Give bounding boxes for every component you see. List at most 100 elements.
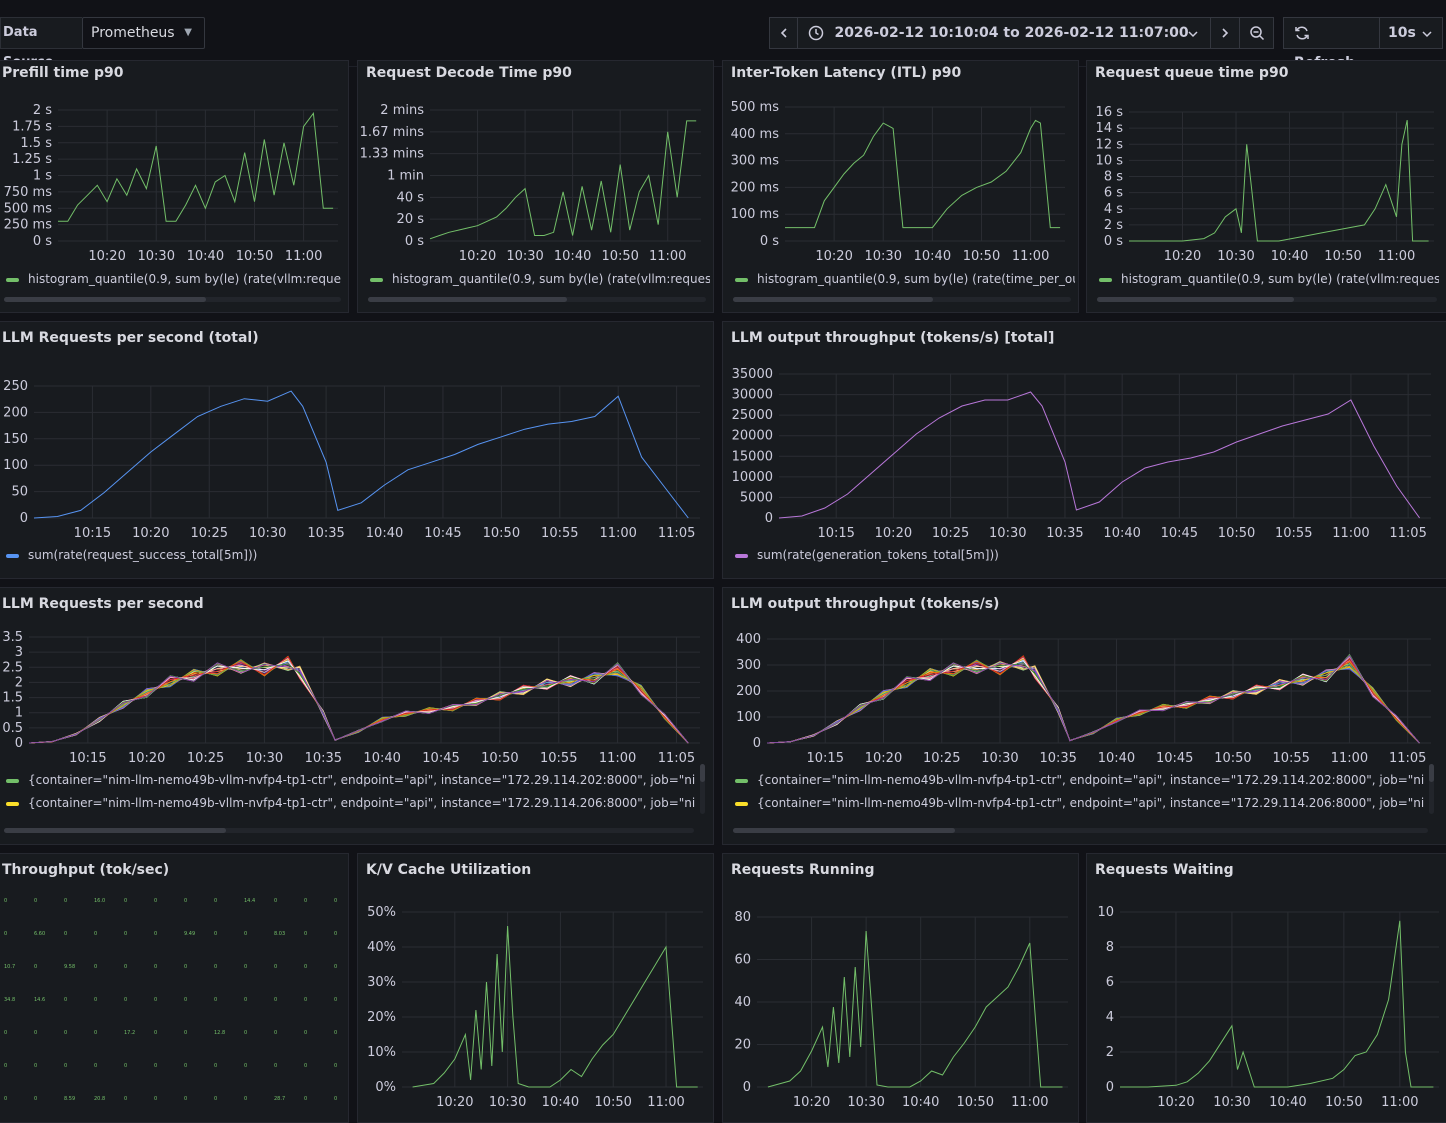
throughput-cell: 0 [334, 1030, 337, 1036]
throughput-cell: 0 [124, 931, 127, 937]
series-line [766, 655, 1420, 744]
throughput-cell: 0 [244, 931, 247, 937]
series-line [766, 655, 1420, 744]
x-tick-label: 10:35 [1039, 751, 1076, 766]
zoom-out-button[interactable] [1239, 17, 1274, 49]
legend-item[interactable]: {container="nim-llm-nemo49b-vllm-nvfp4-t… [6, 796, 696, 810]
throughput-cell: 0 [184, 1063, 187, 1069]
throughput-cell: 0 [94, 1030, 97, 1036]
x-tick-label: 10:20 [1157, 1095, 1194, 1110]
x-tick-label: 10:55 [1275, 526, 1312, 541]
legend-scrollbar[interactable] [733, 828, 955, 833]
series-line [766, 654, 1420, 744]
running-chart: 0 20 40 60 80 10:20 10:30 10:40 10:50 11:00 [734, 910, 1068, 1110]
panel-request-decode-time: Request Decode Time p90 0 s 20 s 40 s 1 min… [357, 60, 714, 313]
y-tick-label: 400 ms [731, 127, 780, 142]
x-tick-label: 10:50 [594, 1095, 631, 1110]
throughput-cell: 0 [304, 1096, 307, 1102]
throughput-cell: 0 [274, 1063, 277, 1069]
time-shift-forward-button[interactable] [1210, 17, 1240, 49]
y-tick-label: 1.75 s [12, 119, 52, 134]
y-tick-label: 80 [734, 910, 751, 925]
legend-item[interactable]: histogram_quantile(0.9, sum by(le) (rate… [1099, 272, 1439, 286]
refresh-interval-select[interactable]: 10s [1379, 17, 1443, 49]
y-tick-label: 3.5 [2, 630, 23, 645]
x-tick-label: 11:05 [658, 526, 695, 541]
x-tick-label: 10:30 [249, 526, 286, 541]
throughput-cell: 0 [34, 898, 37, 904]
refresh-icon [1295, 26, 1309, 40]
throughput-cell: 0 [304, 1030, 307, 1036]
series-line [766, 655, 1420, 744]
legend-item[interactable]: sum(rate(generation_tokens_total[5m])) [735, 548, 999, 562]
legend-item[interactable]: histogram_quantile(0.9, sum by(le) (rate… [370, 272, 710, 286]
legend-item[interactable]: {container="nim-llm-nemo49b-vllm-nvfp4-t… [735, 773, 1425, 787]
y-tick-label: 300 [736, 658, 761, 673]
x-tick-label: 10:30 [847, 1095, 884, 1110]
x-tick-label: 11:00 [649, 249, 686, 264]
y-tick-label: 50 [11, 485, 28, 500]
legend-item[interactable]: histogram_quantile(0.9, sum by(le) (rate… [735, 272, 1075, 286]
legend-scrollbar[interactable] [4, 828, 226, 833]
legend-vscrollbar[interactable] [1429, 764, 1434, 782]
y-tick-label: 100 [736, 710, 761, 725]
legend-item[interactable]: {container="nim-llm-nemo49b-vllm-nvfp4-t… [735, 796, 1425, 810]
x-tick-label: 10:25 [932, 526, 969, 541]
legend-scrollbar[interactable] [733, 297, 933, 302]
throughput-cell: 0 [4, 1063, 7, 1069]
x-tick-label: 11:00 [1331, 751, 1368, 766]
rps-chart: 00.511.522.533.5 10:15 10:20 10:25 10:30 10:3… [2, 630, 700, 766]
y-tick-label: 1 s [33, 169, 52, 184]
legend-item[interactable]: {container="nim-llm-nemo49b-vllm-nvfp4-t… [6, 773, 696, 787]
datasource-value: Prometheus [91, 25, 175, 41]
kv-chart: 0% 10% 20% 30% 40% 50% 10:20 10:30 10:40 10:50 11:… [367, 905, 703, 1110]
throughput-cell: 14.4 [244, 898, 255, 904]
x-tick-label: 10:15 [807, 751, 844, 766]
panel-title: Prefill time p90 [2, 65, 124, 81]
throughput-cell: 0 [124, 1096, 127, 1102]
x-tick-label: 10:55 [1272, 751, 1309, 766]
x-tick-label: 11:00 [647, 1095, 684, 1110]
time-shift-back-button[interactable] [769, 17, 798, 49]
throughput-cell: 0 [4, 1030, 7, 1036]
x-tick-label: 10:30 [138, 249, 175, 264]
y-tick-label: 6 s [1104, 186, 1123, 201]
throughput-cell: 0 [304, 997, 307, 1003]
throughput-cell: 0 [154, 931, 157, 937]
throughput-cell: 0 [214, 898, 217, 904]
throughput-cell: 8.59 [64, 1096, 75, 1102]
throughput-cell: 20.8 [94, 1096, 105, 1102]
datasource-select[interactable]: Prometheus ▼ [82, 17, 205, 49]
x-tick-label: 11:05 [1389, 751, 1426, 766]
legend-item[interactable]: sum(rate(request_success_total[5m])) [6, 548, 257, 562]
throughput-cell: 0 [34, 1030, 37, 1036]
legend-vscrollbar[interactable] [700, 764, 705, 782]
y-tick-label: 100 ms [731, 207, 780, 222]
refresh-button[interactable]: Refresh [1283, 17, 1380, 71]
throughput-cell: 0 [64, 931, 67, 937]
legend-scrollbar[interactable] [1097, 297, 1294, 302]
y-tick-label: 30% [367, 975, 396, 990]
x-tick-label: 10:45 [1156, 751, 1193, 766]
throughput-cell: 6.60 [34, 931, 45, 937]
y-tick-label: 60 [734, 953, 751, 968]
throughput-cell: 0 [64, 997, 67, 1003]
throughput-cell: 0 [184, 1030, 187, 1036]
chevron-down-icon [1422, 31, 1432, 38]
throughput-cell: 14.6 [34, 997, 45, 1003]
throughput-cell: 0 [94, 997, 97, 1003]
x-tick-label: 10:30 [489, 1095, 526, 1110]
legend-scrollbar[interactable] [368, 297, 567, 302]
legend-scrollbar[interactable] [4, 297, 206, 302]
y-tick-label: 16 s [1096, 105, 1124, 120]
y-tick-label: 40 s [397, 190, 425, 205]
tput-chart: 0 100 200 300 400 10:15 10:20 10:25 10:30 10:35 10… [736, 632, 1431, 766]
time-range-picker[interactable]: 2026-02-12 10:10:04 to 2026-02-12 11:07:… [797, 17, 1211, 49]
series-line [766, 654, 1420, 744]
clock-icon [808, 25, 824, 41]
legend-item[interactable]: histogram_quantile(0.9, sum by(le) (rate… [6, 272, 341, 286]
y-tick-label: 10 s [1096, 153, 1124, 168]
panel-title: Request Decode Time p90 [366, 65, 572, 81]
legend-vscroll-track [700, 764, 705, 814]
y-tick-label: 0 s [1104, 234, 1123, 249]
